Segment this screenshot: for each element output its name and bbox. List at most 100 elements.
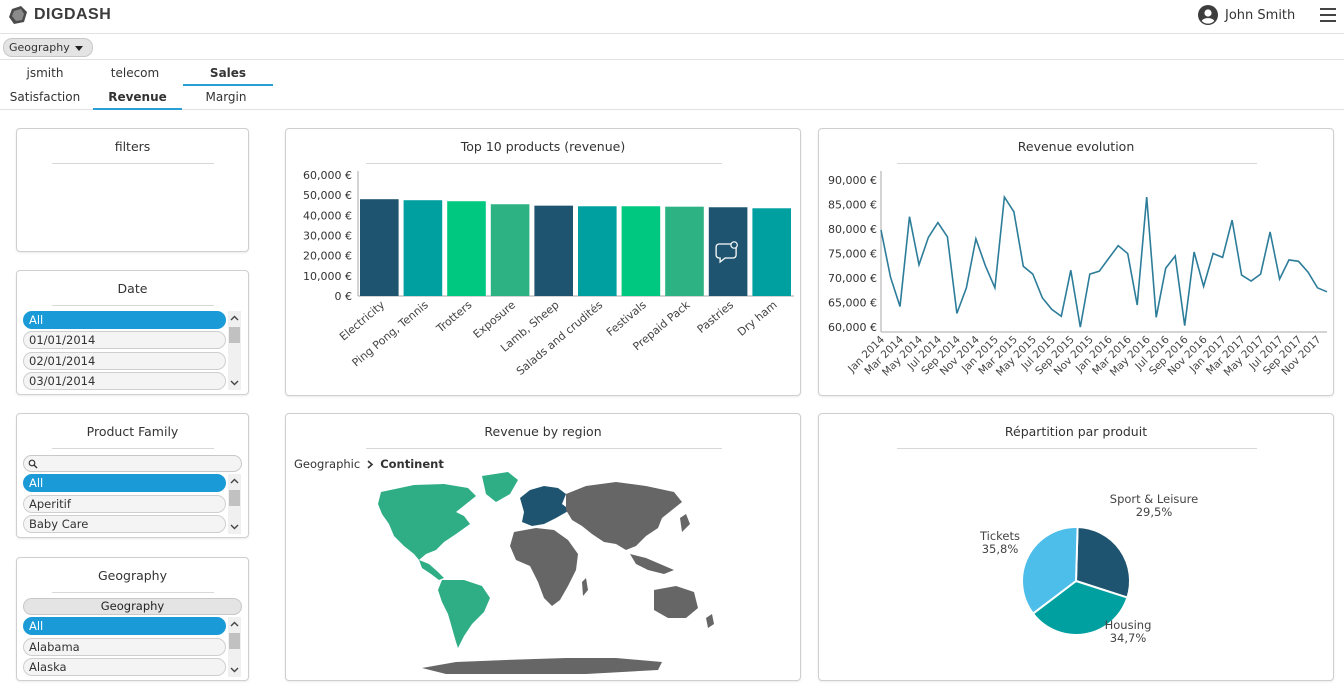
- slice-percent-label: 35,8%: [982, 542, 1019, 556]
- scroll-down-icon[interactable]: [230, 665, 239, 674]
- product-family-panel: Product Family All Aperitif Baby Care: [16, 413, 249, 538]
- map-new-zealand: [706, 614, 714, 628]
- top-products-bar-chart[interactable]: 0 € 10,000 € 20,000 € 30,000 € 40,000 € 50,00…: [286, 129, 800, 395]
- scroll-up-icon[interactable]: [230, 477, 239, 486]
- y-tick-label: 30,000 €: [303, 230, 352, 243]
- product-family-item-all[interactable]: All: [23, 474, 226, 492]
- date-item[interactable]: 01/01/2014: [23, 331, 226, 349]
- brand-logo[interactable]: DIGDASH: [8, 6, 111, 24]
- slice-label: Housing: [1105, 618, 1152, 632]
- tab-margin[interactable]: Margin: [205, 90, 247, 104]
- geography-dropdown[interactable]: Geography: [3, 38, 93, 57]
- bar: [360, 199, 399, 296]
- product-family-search-input[interactable]: [23, 455, 242, 472]
- product-family-item[interactable]: Baby Care: [23, 515, 226, 533]
- map-greenland: [482, 472, 518, 502]
- breadcrumb-root[interactable]: Geographic: [294, 457, 361, 471]
- hamburger-menu-icon[interactable]: [1320, 8, 1336, 22]
- date-item[interactable]: 03/01/2014: [23, 372, 226, 390]
- date-item-all[interactable]: All: [23, 311, 226, 329]
- chart-title: Répartition par produit: [1004, 424, 1148, 439]
- map-africa: [510, 528, 578, 606]
- map-breadcrumb: Geographic Continent: [294, 457, 444, 471]
- chevron-right-icon: [367, 459, 374, 469]
- y-tick-label: 10,000 €: [303, 270, 352, 283]
- y-tick-label: 90,000 €: [828, 174, 877, 187]
- date-item[interactable]: 02/01/2014: [23, 352, 226, 370]
- bar: [665, 206, 704, 296]
- scroll-down-icon[interactable]: [230, 522, 239, 531]
- bar: [490, 204, 530, 296]
- x-tick-label: Trotters: [433, 298, 474, 336]
- map-antarctica: [422, 658, 662, 674]
- map-southeast-asia: [630, 554, 674, 574]
- chart-title: Revenue evolution: [1017, 139, 1135, 154]
- geography-filter-title: Geography: [97, 568, 167, 583]
- scroll-thumb[interactable]: [229, 490, 240, 506]
- map-japan: [680, 514, 690, 532]
- map-australia: [654, 586, 698, 618]
- y-tick-label: 60,000 €: [828, 321, 877, 334]
- x-tick-label: Ping Pong, Tennis: [350, 298, 431, 369]
- product-breakdown-panel: Répartition par produit Sport & Leisure 2…: [818, 413, 1334, 681]
- digdash-logo-icon: [9, 6, 27, 24]
- slice-percent-label: 34,7%: [1110, 631, 1147, 645]
- title-divider: [52, 592, 214, 593]
- pie-slice: [1031, 579, 1129, 636]
- tab-jsmith[interactable]: jsmith: [26, 66, 64, 80]
- map-north-america: [378, 484, 476, 560]
- filters-panel: filters: [16, 128, 249, 252]
- geography-item[interactable]: Alabama: [23, 638, 226, 656]
- geography-list-scrollbar[interactable]: [228, 617, 241, 677]
- geography-item[interactable]: Alaska: [23, 658, 226, 676]
- title-divider: [897, 163, 1257, 164]
- scroll-thumb[interactable]: [229, 327, 240, 343]
- search-icon: [28, 459, 38, 469]
- geography-item-all[interactable]: All: [23, 617, 226, 635]
- geography-dropdown-value: Geography: [9, 41, 70, 54]
- top-bar: DIGDASH John Smith: [0, 0, 1344, 34]
- slice-label: Tickets: [979, 529, 1020, 543]
- map-central-america: [419, 560, 444, 580]
- top-products-panel: Top 10 products (revenue) 0 € 10,000 € 20,…: [285, 128, 801, 396]
- revenue-series-line: [880, 194, 1328, 328]
- comment-bubble-icon[interactable]: [715, 241, 738, 264]
- revenue-evolution-panel: Revenue evolution 60,000 € 65,000 € 70,000…: [818, 128, 1334, 396]
- title-divider: [366, 448, 722, 449]
- title-divider: [52, 448, 214, 449]
- scroll-up-icon[interactable]: [230, 314, 239, 323]
- slice-label: Sport & Leisure: [1110, 492, 1198, 506]
- title-divider: [52, 305, 214, 306]
- title-divider: [897, 448, 1257, 449]
- pie-slice: [1074, 525, 1132, 599]
- chart-title: Top 10 products (revenue): [460, 139, 626, 154]
- tab-telecom[interactable]: telecom: [110, 66, 160, 80]
- caret-down-icon: [75, 46, 83, 51]
- tab-revenue[interactable]: Revenue: [93, 86, 182, 110]
- tab-satisfaction[interactable]: Satisfaction: [9, 90, 81, 104]
- y-tick-label: 20,000 €: [303, 250, 352, 263]
- geography-level-selector[interactable]: Geography: [23, 598, 242, 615]
- x-tick-label: Dry ham: [735, 298, 780, 338]
- breadcrumb-current: Continent: [380, 457, 444, 471]
- scroll-up-icon[interactable]: [230, 620, 239, 629]
- user-name: John Smith: [1225, 7, 1296, 23]
- title-divider: [366, 163, 722, 164]
- product-family-scrollbar[interactable]: [228, 474, 241, 534]
- user-menu[interactable]: John Smith: [1198, 5, 1295, 25]
- tab-sales[interactable]: Sales: [183, 62, 273, 86]
- x-tick-label: Salads and crudités: [514, 298, 606, 378]
- world-map[interactable]: [286, 414, 800, 680]
- scroll-down-icon[interactable]: [230, 378, 239, 387]
- slice-percent-label: 29,5%: [1136, 505, 1173, 519]
- bar: [708, 207, 748, 296]
- date-filter-title: Date: [117, 281, 148, 296]
- revenue-evolution-line-chart[interactable]: 60,000 € 65,000 € 70,000 € 75,000 € 80,000 €…: [819, 129, 1333, 395]
- scroll-thumb[interactable]: [229, 633, 240, 649]
- date-list-scrollbar[interactable]: [228, 311, 241, 390]
- selector-bar: Geography: [0, 34, 1344, 60]
- filters-title: filters: [114, 139, 151, 154]
- y-tick-label: 85,000 €: [828, 198, 877, 211]
- product-family-item[interactable]: Aperitif: [23, 495, 226, 513]
